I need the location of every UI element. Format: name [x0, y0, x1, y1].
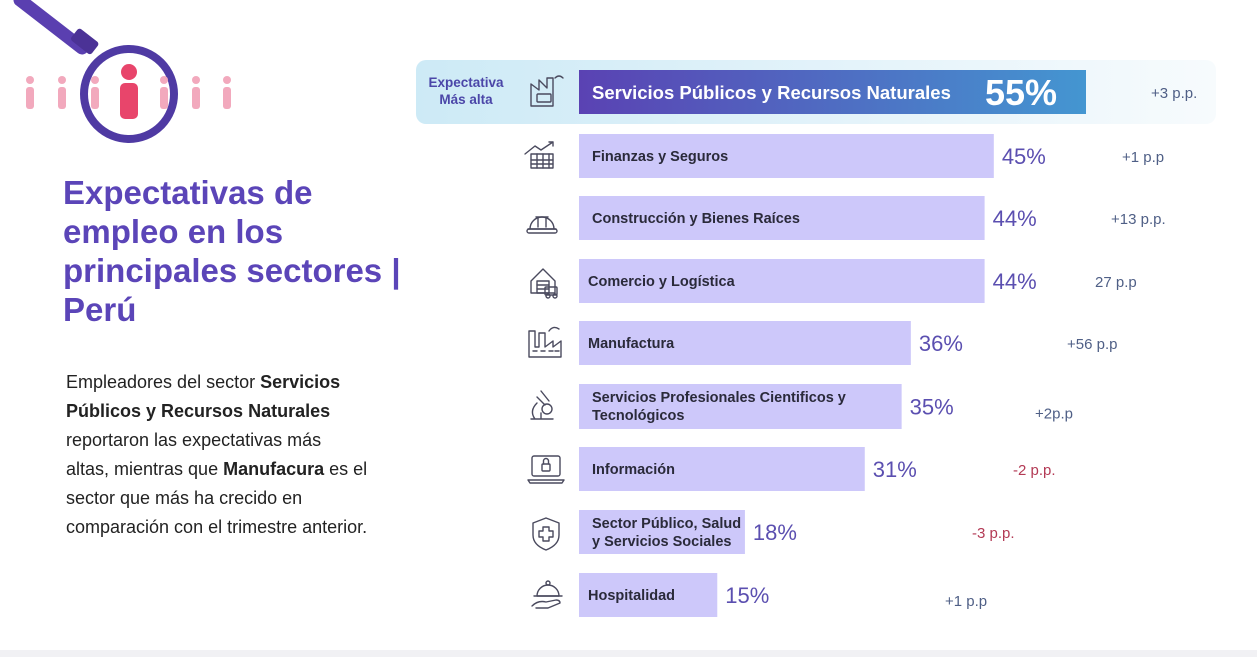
hard-hat-icon: [526, 216, 558, 234]
category-label: Servicios Profesionales Cientificos y: [592, 390, 846, 406]
person-icon: [223, 76, 231, 109]
category-label: Finanzas y Seguros: [592, 149, 728, 165]
change-label: +3 p.p.: [1151, 85, 1197, 102]
bar: [579, 384, 902, 429]
bar: [579, 196, 985, 240]
serving-cloche-icon: [531, 580, 563, 609]
change-label: -2 p.p.: [1013, 462, 1056, 479]
bar-row: Servicios Públicos y Recursos Naturales 5…: [579, 70, 1197, 114]
category-label: Servicios Públicos y Recursos Naturales: [592, 82, 951, 103]
category-label: Hospitalidad: [588, 588, 675, 604]
bar-row: Finanzas y Seguros 45% +1 p.p: [579, 134, 1164, 178]
page-title: Expectativas de empleo en los principale…: [63, 173, 443, 329]
person-icon: [192, 76, 200, 109]
bar-row: Servicios Profesionales Cientificos y Tec…: [579, 384, 1073, 429]
factory-icon: [530, 75, 564, 107]
bar: [579, 70, 1086, 114]
category-label: Tecnológicos: [592, 408, 684, 424]
magnifier-handle: [13, 0, 99, 55]
title-line: Expectativas de: [63, 174, 313, 211]
value-label: 44%: [993, 269, 1037, 294]
bar-row: Comercio y Logística 44% 27 p.p: [579, 259, 1137, 303]
person-highlighted-icon: [120, 64, 138, 119]
change-label: +56 p.p: [1067, 336, 1117, 353]
person-icon: [26, 76, 34, 109]
bar-row: Hospitalidad 15% +1 p.p: [579, 573, 987, 617]
description-line: Públicos y Recursos Naturales: [66, 401, 331, 421]
title-line: Perú: [63, 291, 137, 328]
category-label: Construcción y Bienes Raíces: [592, 211, 800, 227]
people-row: [26, 64, 231, 119]
change-label: +1 p.p: [945, 593, 987, 610]
person-icon: [58, 76, 66, 109]
category-label: Manufactura: [588, 336, 675, 352]
microscope-icon: [530, 390, 554, 420]
bars: Servicios Públicos y Recursos Naturales 5…: [579, 70, 1197, 617]
bar: [579, 510, 745, 554]
category-label: Sector Público, Salud: [592, 516, 741, 532]
bar: [579, 573, 718, 617]
change-label: -3 p.p.: [972, 525, 1015, 542]
value-label: 35%: [910, 395, 954, 420]
category-label: Información: [592, 462, 675, 478]
change-label: +2p.p: [1035, 406, 1073, 423]
sector-icons: [524, 75, 565, 609]
title-line: principales sectores |: [63, 252, 401, 289]
person-icon: [91, 76, 99, 109]
warehouse-truck-icon: [530, 268, 558, 299]
title-line: empleo en los: [63, 213, 284, 250]
description-line: altas, mientras que Manufacura es el: [66, 459, 368, 479]
value-label: 15%: [725, 583, 769, 608]
finance-chart-icon: [524, 141, 554, 169]
value-label: 18%: [753, 520, 797, 545]
category-label: y Servicios Sociales: [592, 534, 731, 550]
bar: [579, 321, 911, 365]
person-icon: [160, 76, 168, 109]
magnifier-people-illustration: [13, 0, 231, 143]
category-label: Comercio y Logística: [588, 274, 736, 290]
bar-row: Construcción y Bienes Raíces 44% +13 p.p.: [579, 196, 1166, 240]
bar-row: Sector Público, Salud y Servicios Sociale…: [579, 510, 1015, 554]
value-label: 36%: [919, 331, 963, 356]
health-shield-icon: [532, 517, 560, 551]
description-text: Empleadores del sector Servicios Público…: [66, 368, 411, 542]
bottom-strip: [0, 650, 1257, 657]
change-label: +1 p.p: [1122, 149, 1164, 166]
description-line: Empleadores del sector Servicios: [66, 372, 341, 392]
description-line: reportaron las expectativas más: [66, 430, 322, 450]
bar: [579, 259, 985, 303]
value-label: 55%: [985, 72, 1057, 113]
description-line: sector que más ha crecido en: [66, 488, 303, 508]
value-label: 45%: [1002, 144, 1046, 169]
change-label: 27 p.p: [1095, 274, 1137, 291]
laptop-lock-icon: [527, 455, 565, 484]
description-line: comparación con el trimestre anterior.: [66, 517, 368, 537]
bar-row: Manufactura 36% +56 p.p: [579, 321, 1117, 365]
bar: [579, 447, 865, 491]
highlight-label: Expectativa Más alta: [428, 75, 504, 107]
bar-row: Información 31% -2 p.p.: [579, 447, 1056, 491]
manufacturing-plant-icon: [528, 326, 562, 358]
value-label: 31%: [873, 457, 917, 482]
bar: [579, 134, 994, 178]
value-label: 44%: [993, 206, 1037, 231]
change-label: +13 p.p.: [1111, 211, 1166, 228]
